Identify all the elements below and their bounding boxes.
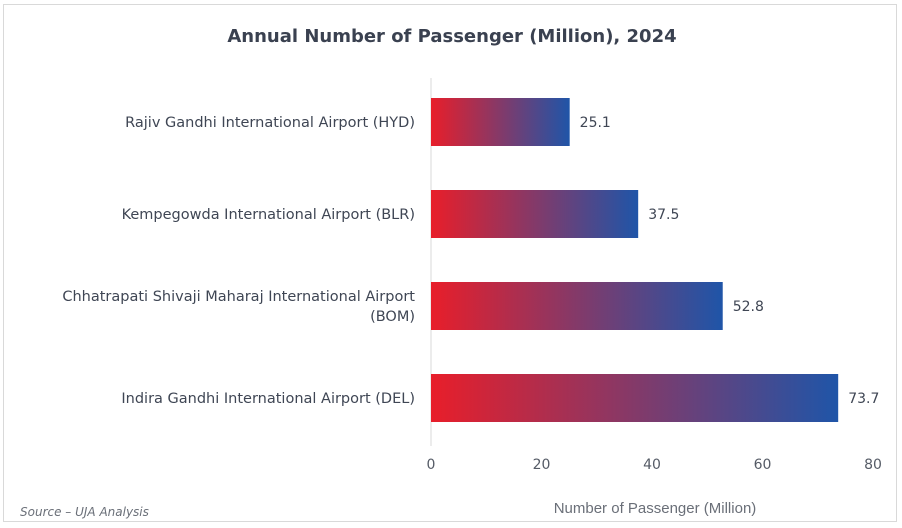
x-tick-label: 80 xyxy=(864,457,882,473)
x-tick-label: 60 xyxy=(754,457,772,473)
x-axis-title: Number of Passenger (Million) xyxy=(554,500,757,517)
data-label: 25.1 xyxy=(580,115,611,131)
data-label: 52.8 xyxy=(733,299,764,315)
chart-title: Annual Number of Passenger (Million), 20… xyxy=(227,26,676,47)
bar xyxy=(431,374,839,422)
data-label: 37.5 xyxy=(648,207,679,223)
bar xyxy=(431,98,570,146)
category-label: Chhatrapati Shivaji Maharaj Internationa… xyxy=(62,289,415,305)
category-label: (BOM) xyxy=(370,309,415,325)
x-tick-label: 40 xyxy=(643,457,661,473)
x-tick-label: 0 xyxy=(427,457,436,473)
bar xyxy=(431,282,723,330)
category-label: Indira Gandhi International Airport (DEL… xyxy=(121,391,415,407)
data-label: 73.7 xyxy=(848,391,879,407)
category-label: Rajiv Gandhi International Airport (HYD) xyxy=(125,115,415,131)
bar xyxy=(431,190,639,238)
chart-frame xyxy=(3,4,897,522)
source-note: Source – UJA Analysis xyxy=(20,505,149,519)
category-label: Kempegowda International Airport (BLR) xyxy=(122,207,415,223)
x-tick-label: 20 xyxy=(533,457,551,473)
